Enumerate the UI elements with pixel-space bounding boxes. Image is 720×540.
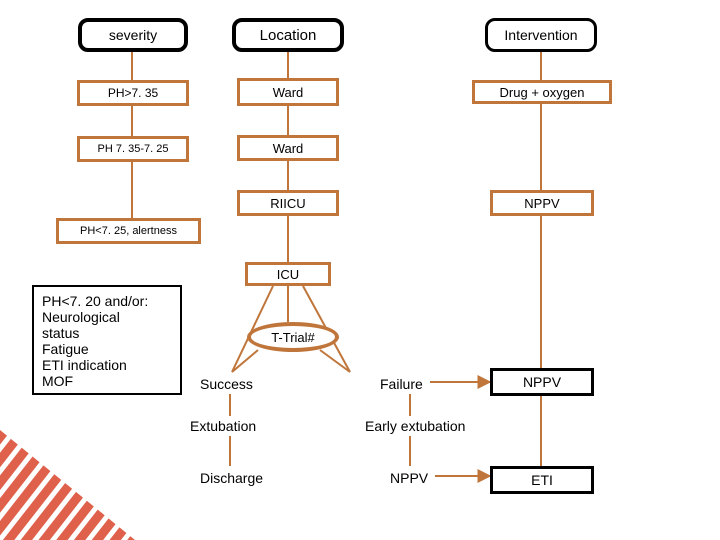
node-ward1: Ward (237, 78, 339, 106)
node-riicu: RIICU (237, 190, 339, 216)
label-extubation: Extubation (190, 418, 256, 434)
label-success: Success (200, 376, 253, 392)
node-intervention: Intervention (485, 18, 597, 52)
node-ph3: PH<7. 25, alertness (56, 218, 201, 244)
node-nppv1: NPPV (490, 190, 594, 216)
node-severity: severity (78, 18, 188, 52)
label-failure: Failure (380, 376, 423, 392)
label-nppvtxt: NPPV (390, 470, 428, 486)
node-location: Location (232, 18, 344, 52)
label-discharge: Discharge (200, 470, 263, 486)
label-earlyext: Early extubation (365, 418, 465, 434)
node-drug: Drug + oxygen (472, 80, 612, 104)
node-ward2: Ward (237, 135, 339, 161)
node-ph2: PH 7. 35-7. 25 (77, 136, 189, 162)
node-ttrial: T-Trial# (247, 322, 339, 352)
node-icu: ICU (245, 262, 331, 286)
node-nppv2: NPPV (490, 368, 594, 396)
node-ph4: PH<7. 20 and/or: Neurological status Fat… (32, 285, 182, 395)
corner-decoration (0, 430, 135, 540)
node-eti: ETI (490, 466, 594, 494)
node-ph1: PH>7. 35 (77, 80, 189, 106)
